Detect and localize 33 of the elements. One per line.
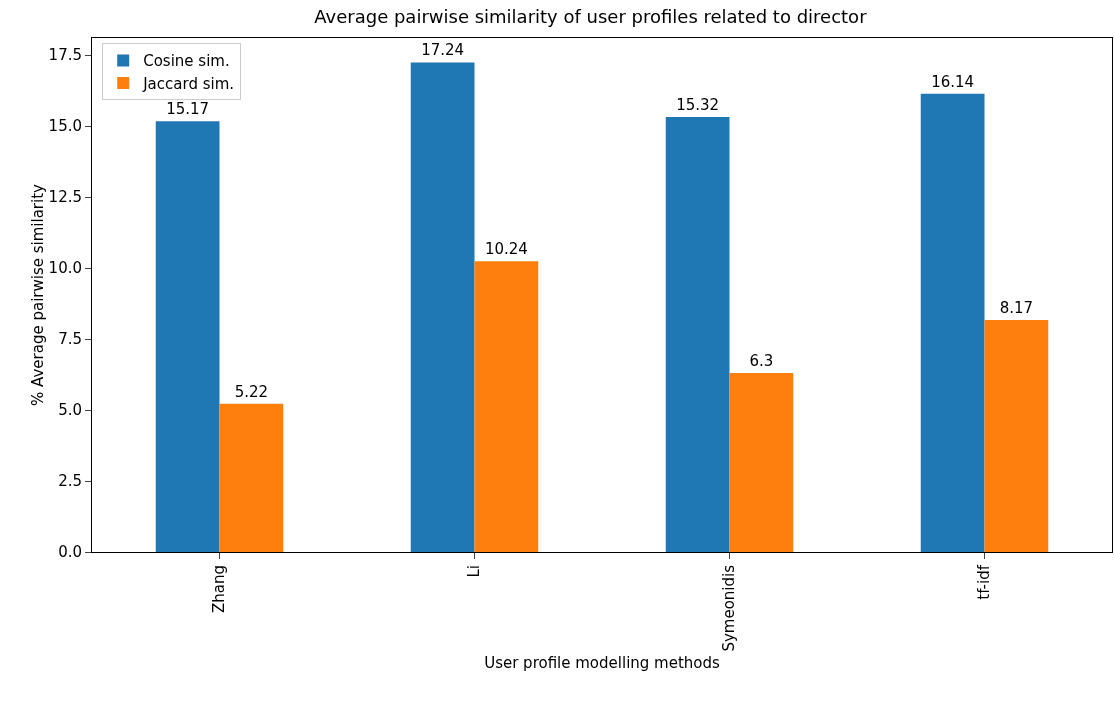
chart-title: Average pairwise similarity of user profiles related to director: [314, 6, 868, 28]
x-tick-label: Zhang: [210, 565, 229, 614]
y-tick-label: 5.0: [58, 401, 82, 420]
bar: [474, 261, 539, 552]
legend-label: Jaccard sim.: [142, 74, 235, 93]
bar: [219, 403, 284, 552]
y-tick-label: 0.0: [58, 543, 82, 562]
x-tick-label: Li: [465, 565, 484, 578]
y-tick-label: 7.5: [58, 330, 82, 349]
legend-label: Cosine sim.: [143, 52, 230, 71]
data-label: 17.24: [421, 41, 465, 60]
y-tick-label: 15.0: [48, 117, 82, 136]
bar: [729, 373, 794, 552]
y-tick-label: 12.5: [48, 188, 82, 207]
data-label: 5.22: [234, 382, 269, 401]
x-axis-title: User profile modelling methods: [484, 653, 721, 672]
y-tick-label: 10.0: [48, 259, 82, 278]
data-label: 15.17: [166, 100, 210, 119]
x-tick-label: Symeonidis: [720, 564, 739, 652]
bar: [410, 62, 475, 552]
data-label: 16.14: [931, 72, 975, 91]
bar: [984, 319, 1049, 552]
y-tick-label: 2.5: [58, 472, 82, 491]
y-tick-label: 17.5: [48, 46, 82, 65]
data-label: 15.32: [676, 95, 720, 114]
data-label: 6.3: [749, 352, 774, 371]
bar: [920, 93, 985, 552]
bar: [155, 121, 220, 552]
x-tick-label: tf-idf: [975, 564, 994, 600]
data-label: 8.17: [999, 298, 1034, 317]
y-axis-title: % Average pairwise similarity: [28, 183, 47, 406]
bar: [665, 116, 730, 552]
data-label: 10.24: [484, 240, 528, 259]
